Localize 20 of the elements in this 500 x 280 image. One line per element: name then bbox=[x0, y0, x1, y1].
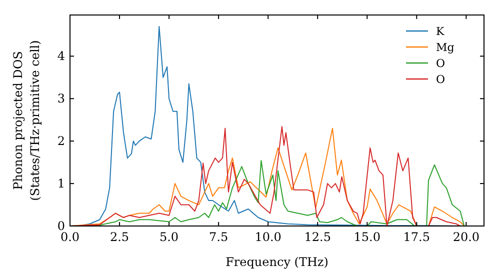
x-tick-label: 17.5 bbox=[403, 230, 430, 244]
x-tick-label: 5.0 bbox=[159, 230, 179, 244]
y-axis-title: Phonon projected DOS (States/THz·primitive cell) bbox=[11, 40, 42, 201]
legend-label: K bbox=[436, 25, 445, 38]
x-axis-title: Frequency (THz) bbox=[226, 255, 328, 269]
x-tick-label: 10.0 bbox=[254, 230, 282, 244]
legend-label: O bbox=[436, 57, 446, 70]
y-tick-label: 0 bbox=[57, 219, 65, 233]
x-tick-label: 7.5 bbox=[209, 230, 228, 244]
y-tick-label: 3 bbox=[57, 92, 65, 106]
x-tick-label: 20.0 bbox=[452, 230, 480, 244]
x-tick-label: 0.0 bbox=[60, 230, 80, 244]
x-tick-label: 2.5 bbox=[110, 230, 130, 244]
y-tick-label: 4 bbox=[57, 49, 66, 64]
y-tick-label: 2 bbox=[57, 134, 65, 148]
legend-label: O bbox=[436, 73, 446, 86]
legend-label: Mg bbox=[436, 41, 454, 54]
x-tick-label: 12.5 bbox=[304, 230, 331, 244]
y-tick-label: 1 bbox=[57, 176, 65, 191]
x-tick-label: 15.0 bbox=[354, 230, 380, 244]
